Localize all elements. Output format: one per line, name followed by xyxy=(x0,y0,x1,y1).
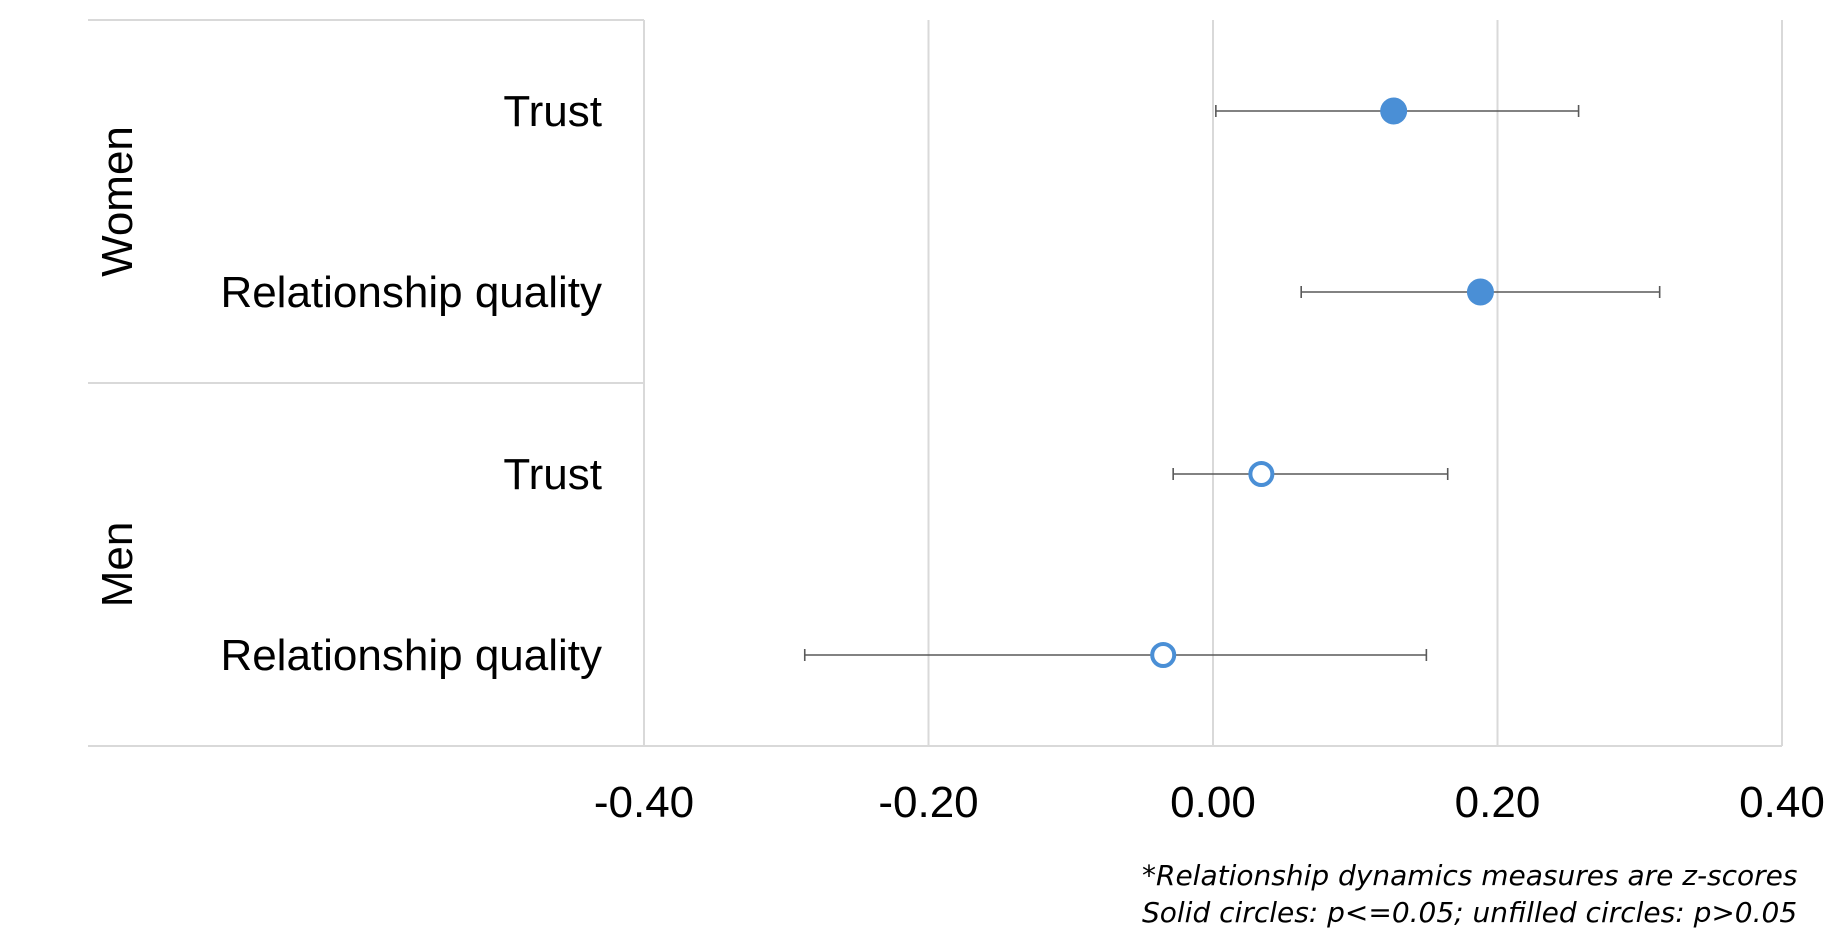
point-marker-filled xyxy=(1466,278,1494,306)
x-tick-label: -0.20 xyxy=(878,778,978,827)
x-tick-label: -0.40 xyxy=(594,778,694,827)
row-label: Relationship quality xyxy=(220,268,602,317)
point-marker-unfilled xyxy=(1248,461,1275,487)
grid-lines xyxy=(643,20,1783,746)
group-labels: Women Men xyxy=(93,126,142,607)
x-tick-label: 0.20 xyxy=(1455,778,1541,827)
error-bars xyxy=(803,105,1661,661)
row-label: Trust xyxy=(503,450,602,499)
point-marker-filled xyxy=(1380,97,1408,125)
x-tick-label: 0.40 xyxy=(1739,778,1825,827)
x-tick-labels: -0.40 -0.20 0.00 0.20 0.40 xyxy=(594,778,1825,827)
point-markers xyxy=(1150,97,1494,668)
row-label: Trust xyxy=(503,87,602,136)
plot-frame xyxy=(88,19,1782,747)
row-labels: Trust Relationship quality Trust Relationsh… xyxy=(220,87,602,680)
footnote-significance: Solid circles: p<=0.05; unfilled circles… xyxy=(1142,896,1797,929)
point-marker-unfilled xyxy=(1150,642,1177,668)
x-tick-label: 0.00 xyxy=(1170,778,1256,827)
group-label-women: Women xyxy=(93,126,142,277)
footnote-zscores: *Relationship dynamics measures are z-sc… xyxy=(1142,859,1797,892)
footnotes: *Relationship dynamics measures are z-sc… xyxy=(1142,859,1797,929)
group-label-men: Men xyxy=(93,522,142,608)
row-label: Relationship quality xyxy=(220,631,602,680)
